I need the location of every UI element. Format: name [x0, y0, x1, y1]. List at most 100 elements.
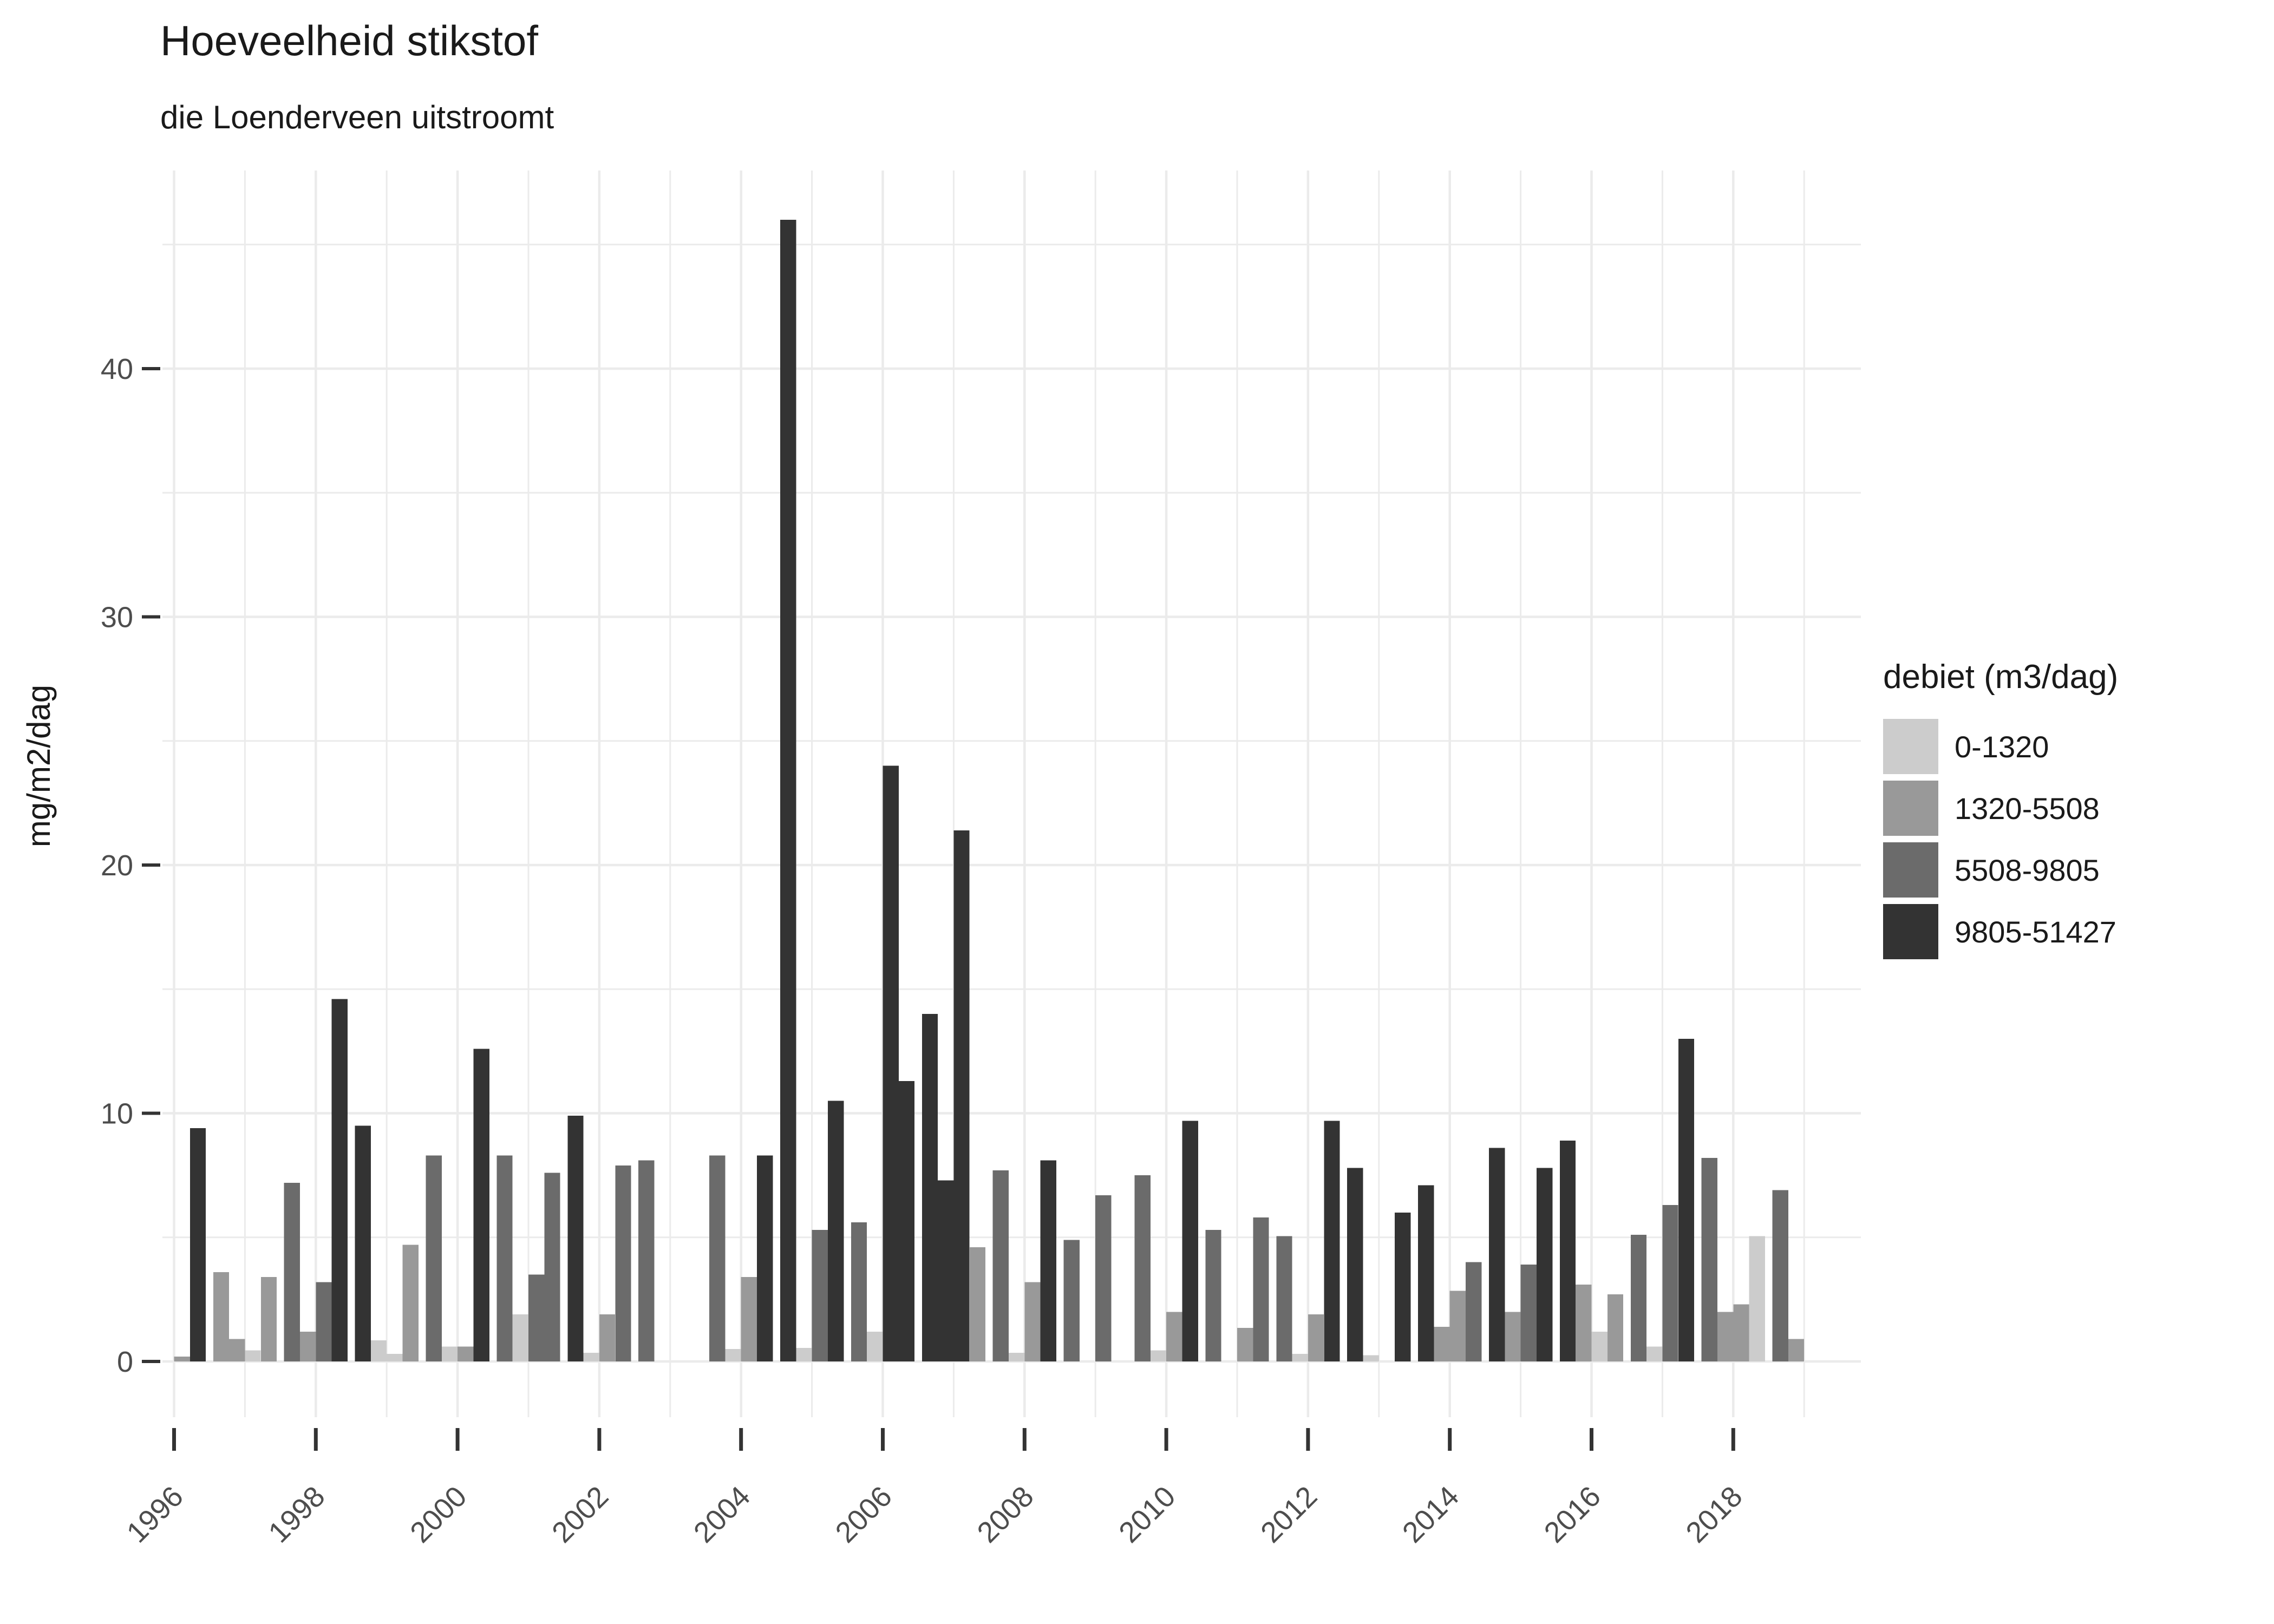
bar [1395, 1212, 1411, 1361]
bar [992, 1170, 1009, 1361]
bar [1150, 1350, 1167, 1361]
bar [426, 1155, 442, 1361]
legend-label: 9805-51427 [1955, 914, 2116, 949]
bar [827, 1101, 844, 1361]
x-tick-label: 2012 [1254, 1480, 1323, 1549]
bar [638, 1160, 655, 1361]
bar [898, 1081, 915, 1361]
legend-swatch [1883, 781, 1938, 836]
bar [1591, 1331, 1608, 1361]
bar [867, 1331, 883, 1361]
legend-key: 9805-51427 [1883, 904, 2118, 959]
bar [1009, 1352, 1025, 1361]
bar [599, 1314, 616, 1361]
y-tick-label: 20 [101, 849, 133, 882]
x-tick-label: 2002 [546, 1480, 615, 1549]
bar [615, 1165, 631, 1361]
bar [1024, 1282, 1041, 1361]
bar [1347, 1168, 1363, 1361]
bar [1166, 1312, 1182, 1361]
x-tick-label: 2000 [404, 1480, 473, 1549]
bar [1324, 1121, 1340, 1361]
bar [567, 1116, 584, 1361]
bar [1520, 1265, 1537, 1361]
bar [1308, 1314, 1324, 1361]
bar [387, 1354, 403, 1361]
bar [1717, 1312, 1734, 1361]
bar [355, 1125, 371, 1361]
bar [1276, 1236, 1292, 1361]
bar [780, 219, 796, 1362]
bar [1253, 1217, 1269, 1361]
bar [851, 1222, 867, 1361]
bar [370, 1340, 387, 1361]
bar [1449, 1291, 1466, 1361]
bar [402, 1245, 419, 1361]
legend-label: 5508-9805 [1955, 853, 2100, 887]
bar [709, 1155, 726, 1361]
bar [331, 999, 348, 1361]
bar [812, 1229, 828, 1361]
legend-swatch [1883, 904, 1938, 959]
bar [883, 765, 899, 1361]
bar [1134, 1175, 1151, 1361]
bar [528, 1274, 545, 1361]
bar [458, 1346, 474, 1361]
bar [1063, 1240, 1080, 1361]
bar [1434, 1326, 1450, 1361]
bar [190, 1128, 206, 1361]
bar [938, 1180, 954, 1361]
bar [1292, 1354, 1308, 1361]
x-tick-label: 2018 [1680, 1480, 1748, 1549]
legend-key: 0-1320 [1883, 719, 2118, 774]
bar [1505, 1312, 1521, 1361]
bar [496, 1155, 513, 1361]
bar [441, 1346, 458, 1361]
bar [473, 1049, 489, 1361]
bar [1488, 1148, 1505, 1361]
bar [1749, 1236, 1765, 1361]
bar [583, 1352, 599, 1361]
bar [1662, 1205, 1678, 1361]
chart-title: Hoeveelheid stikstof [160, 17, 539, 64]
bar [1466, 1262, 1482, 1361]
legend-title: debiet (m3/dag) [1883, 658, 2119, 696]
y-tick-label: 30 [101, 601, 133, 633]
bar [316, 1282, 332, 1361]
x-tick-label: 2006 [829, 1480, 898, 1549]
legend-key: 5508-9805 [1883, 842, 2118, 898]
legend-swatch [1883, 719, 1938, 774]
bar [1040, 1160, 1056, 1361]
bar [544, 1173, 560, 1361]
bar [725, 1349, 741, 1361]
bar [1630, 1235, 1647, 1361]
bar [1559, 1140, 1576, 1361]
x-tick-label: 2004 [688, 1480, 756, 1549]
bar [512, 1314, 528, 1361]
bar [922, 1014, 938, 1361]
bar [1607, 1294, 1624, 1361]
x-tick-label: 1996 [121, 1480, 190, 1549]
bar [1095, 1195, 1112, 1361]
bar [1788, 1339, 1805, 1361]
legend-label: 1320-5508 [1955, 791, 2100, 826]
bar [1182, 1121, 1198, 1361]
x-tick-label: 2008 [971, 1480, 1040, 1549]
bar [969, 1247, 986, 1361]
bar [1205, 1229, 1221, 1361]
y-tick-label: 0 [117, 1346, 133, 1378]
bar [1576, 1284, 1592, 1361]
y-tick-label: 40 [101, 353, 133, 385]
bar [1772, 1190, 1788, 1361]
legend-keys: 0-1320 1320-5508 5508-9805 9805-51427 [1883, 719, 2118, 959]
legend-swatch [1883, 842, 1938, 898]
bar [741, 1277, 757, 1361]
bar [284, 1182, 300, 1361]
bar [1536, 1168, 1553, 1361]
bar [1363, 1355, 1379, 1361]
chart-subtitle: die Loenderveen uitstroomt [160, 99, 554, 135]
bar [1678, 1038, 1695, 1361]
bar [213, 1272, 230, 1361]
